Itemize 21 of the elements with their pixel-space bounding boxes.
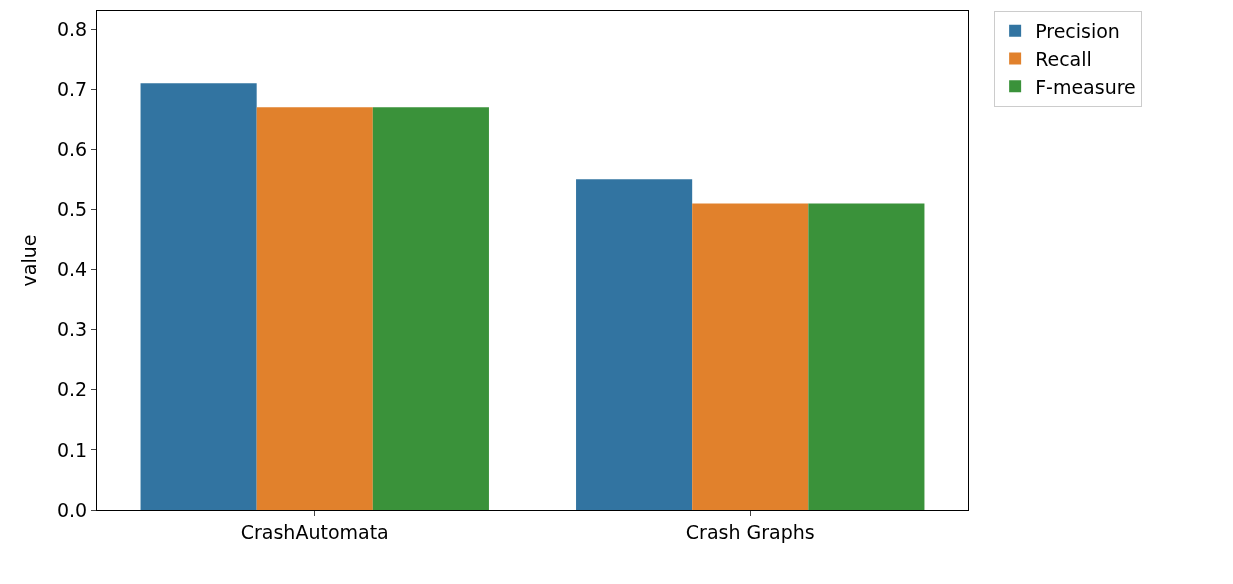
- bar: [140, 83, 257, 510]
- y-tick-label: 0.4: [56, 258, 88, 281]
- bar: [692, 203, 809, 510]
- y-tick-label: 0.7: [56, 77, 88, 100]
- y-tick-label: 0.6: [56, 137, 88, 160]
- y-tick-label: 0.1: [56, 438, 88, 461]
- legend-label: Precision: [1035, 20, 1120, 43]
- x-tick-label: Crash Graphs: [685, 520, 815, 543]
- bar: [576, 179, 693, 510]
- y-axis-title: value: [17, 234, 40, 287]
- y-tick-label: 0.0: [56, 498, 88, 521]
- legend-label: Recall: [1035, 47, 1092, 70]
- legend-label: F-measure: [1035, 75, 1136, 98]
- y-tick-label: 0.5: [56, 198, 88, 221]
- y-tick-label: 0.2: [56, 378, 88, 401]
- bar: [808, 203, 925, 510]
- y-tick-label: 0.8: [56, 17, 88, 40]
- bar: [256, 107, 373, 510]
- y-tick-label: 0.3: [56, 318, 88, 341]
- x-tick-label: CrashAutomata: [240, 520, 389, 543]
- bar: [372, 107, 489, 510]
